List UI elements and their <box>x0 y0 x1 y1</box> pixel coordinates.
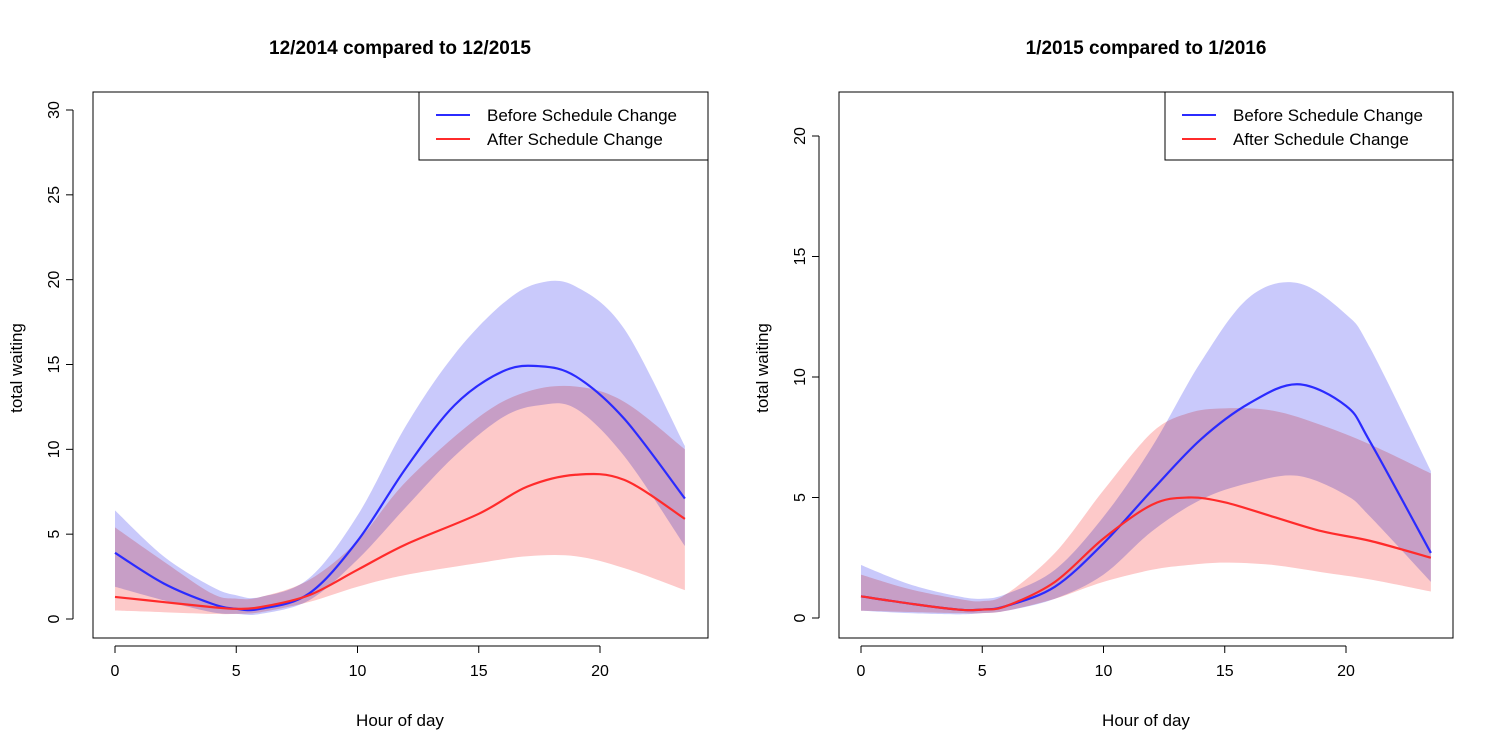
x-tick-label: 10 <box>349 663 367 680</box>
legend: Before Schedule Change After Schedule Ch… <box>418 91 709 161</box>
plot-frame <box>838 91 1454 639</box>
series-line-2 <box>114 472 686 610</box>
confidence-band-series-2 <box>861 408 1431 614</box>
y-tick-label: 20 <box>46 271 63 289</box>
y-axis: 0 5 10 15 20 <box>792 127 820 622</box>
legend-label-after: After Schedule Change <box>487 130 663 149</box>
legend: Before Schedule Change After Schedule Ch… <box>1164 91 1454 161</box>
y-tick-label: 10 <box>792 368 809 386</box>
x-tick-label: 0 <box>111 663 120 680</box>
confidence-band-series-1 <box>115 280 685 615</box>
x-tick-label: 10 <box>1095 663 1113 680</box>
y-axis: 0 5 10 15 20 25 30 <box>46 101 74 623</box>
y-tick-label: 0 <box>46 614 63 623</box>
series-lines <box>860 383 1432 612</box>
y-tick-label: 15 <box>792 248 809 266</box>
legend-box <box>1164 91 1454 161</box>
x-axis: 0 5 10 15 20 <box>111 645 609 680</box>
x-tick-label: 15 <box>1216 663 1234 680</box>
confidence-band-series-2 <box>115 385 685 615</box>
chart-title: 12/2014 compared to 12/2015 <box>269 38 531 59</box>
y-axis-label: total waiting <box>7 323 26 413</box>
series-line-2 <box>860 496 1432 612</box>
y-tick-label: 20 <box>792 127 809 145</box>
x-tick-label: 0 <box>857 663 866 680</box>
confidence-bands <box>861 282 1431 615</box>
legend-label-before: Before Schedule Change <box>1233 106 1423 125</box>
y-tick-label: 0 <box>792 613 809 622</box>
plot-frame <box>92 91 709 639</box>
y-tick-label: 10 <box>46 440 63 458</box>
x-axis: 0 5 10 15 20 <box>857 645 1355 680</box>
x-tick-label: 20 <box>1337 663 1355 680</box>
y-tick-label: 30 <box>46 101 63 119</box>
x-tick-label: 20 <box>591 663 609 680</box>
legend-label-after: After Schedule Change <box>1233 130 1409 149</box>
chart-panel-1: 12/2014 compared to 12/2015 0 5 10 15 20 0 5 1… <box>7 38 709 730</box>
x-axis-label: Hour of day <box>356 711 444 730</box>
confidence-band-series-1 <box>861 282 1431 615</box>
x-tick-label: 5 <box>232 663 241 680</box>
y-tick-label: 5 <box>792 493 809 502</box>
y-tick-label: 15 <box>46 356 63 374</box>
x-tick-label: 15 <box>470 663 488 680</box>
y-axis-label: total waiting <box>753 323 772 413</box>
legend-box <box>418 91 709 161</box>
series-lines <box>114 364 686 612</box>
x-tick-label: 5 <box>978 663 987 680</box>
x-axis-label: Hour of day <box>1102 711 1190 730</box>
series-line-1 <box>114 364 686 612</box>
chart-title: 1/2015 compared to 1/2016 <box>1026 38 1267 59</box>
chart-panel-2: 1/2015 compared to 1/2016 0 5 10 15 20 0 5 10 1… <box>753 38 1454 730</box>
y-tick-label: 25 <box>46 186 63 204</box>
legend-label-before: Before Schedule Change <box>487 106 677 125</box>
confidence-bands <box>115 280 685 615</box>
y-tick-label: 5 <box>46 530 63 539</box>
